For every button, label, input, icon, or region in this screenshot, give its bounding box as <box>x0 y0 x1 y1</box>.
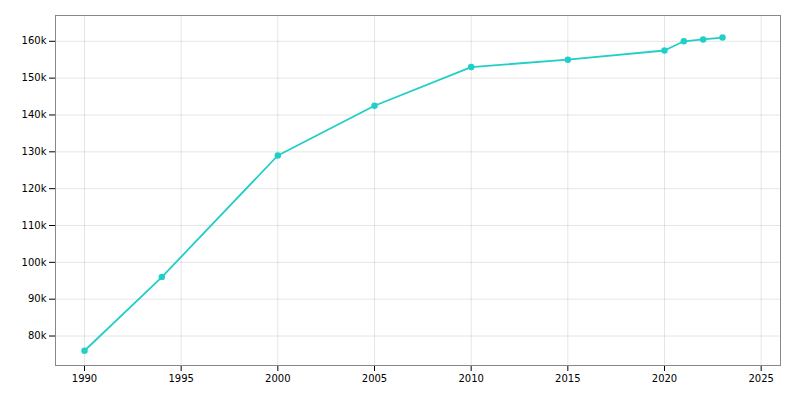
svg-text:2005: 2005 <box>362 373 387 384</box>
svg-text:1995: 1995 <box>168 373 193 384</box>
svg-text:90k: 90k <box>28 293 47 304</box>
svg-text:2000: 2000 <box>265 373 290 384</box>
svg-text:130k: 130k <box>22 146 47 157</box>
svg-text:100k: 100k <box>22 257 47 268</box>
svg-text:2015: 2015 <box>555 373 580 384</box>
svg-text:2025: 2025 <box>748 373 773 384</box>
svg-text:1990: 1990 <box>72 373 97 384</box>
svg-text:150k: 150k <box>22 72 47 83</box>
svg-text:140k: 140k <box>22 109 47 120</box>
svg-text:80k: 80k <box>28 330 47 341</box>
svg-text:110k: 110k <box>22 220 47 231</box>
svg-text:2010: 2010 <box>458 373 483 384</box>
svg-text:2020: 2020 <box>652 373 677 384</box>
svg-text:160k: 160k <box>22 35 47 46</box>
svg-text:120k: 120k <box>22 183 47 194</box>
